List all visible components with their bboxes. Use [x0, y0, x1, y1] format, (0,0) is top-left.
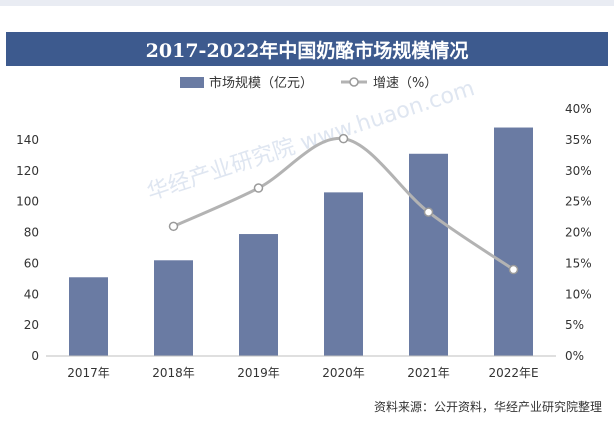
bar — [69, 277, 108, 356]
y-left-tick-label: 0 — [31, 349, 39, 363]
x-tick-label: 2019年 — [237, 366, 280, 380]
x-tick-label: 2018年 — [152, 366, 195, 380]
x-tick-label: 2020年 — [322, 366, 365, 380]
x-tick-label: 2021年 — [407, 366, 450, 380]
y-left-tick-label: 60 — [24, 256, 39, 270]
bar — [154, 260, 193, 356]
growth-point — [253, 183, 264, 193]
y-right-tick-label: 30% — [565, 164, 592, 178]
legend-bar-label: 市场规模（亿元） — [209, 75, 313, 91]
y-right-tick-label: 0% — [565, 349, 584, 363]
growth-point — [508, 264, 519, 275]
x-tick-label: 2017年 — [67, 366, 110, 380]
bar — [239, 234, 278, 356]
growth-point — [168, 221, 179, 232]
legend-line-marker — [349, 77, 359, 87]
source-note: 资料来源：公开资料，华经产业研究院整理 — [373, 400, 602, 414]
y-right-tick-label: 35% — [565, 133, 592, 147]
bar — [409, 153, 448, 356]
y-right-tick-label: 10% — [565, 287, 592, 301]
y-right-tick-label: 25% — [565, 195, 592, 209]
y-left-tick-label: 80 — [24, 226, 39, 240]
legend-line-label: 增速（%） — [373, 76, 437, 91]
growth-point — [423, 207, 434, 217]
y-left-tick-label: 100 — [16, 195, 39, 209]
y-left-tick-label: 120 — [16, 164, 39, 178]
top-rule — [0, 0, 614, 6]
y-right-tick-label: 15% — [565, 256, 592, 270]
x-tick-label: 2022年E — [488, 366, 538, 380]
y-left-tick-label: 140 — [16, 133, 39, 147]
y-right-tick-label: 5% — [565, 318, 584, 332]
growth-point — [338, 133, 349, 144]
bar — [494, 127, 533, 357]
y-left-tick-label: 40 — [24, 287, 39, 301]
chart-title: 2017-2022年中国奶酪市场规模情况 — [6, 32, 608, 66]
legend-bar-swatch — [180, 77, 204, 88]
y-right-tick-label: 40% — [565, 102, 592, 116]
y-left-tick-label: 20 — [24, 318, 39, 332]
bar — [324, 192, 363, 356]
y-right-tick-label: 20% — [565, 226, 592, 240]
